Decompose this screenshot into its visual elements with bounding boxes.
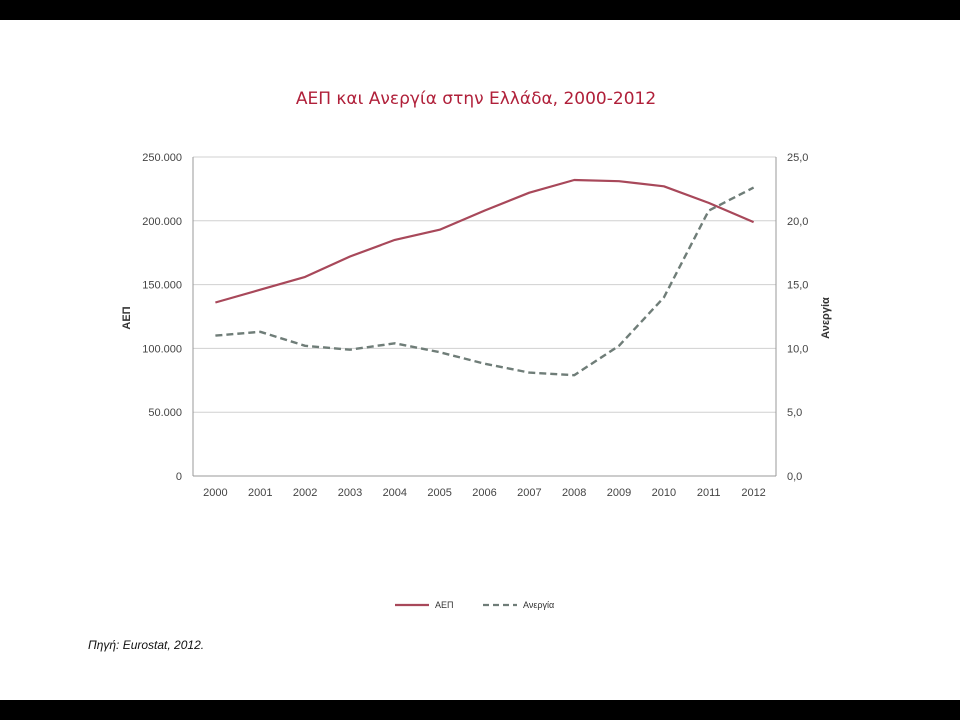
- x-tick-label: 2004: [383, 487, 407, 499]
- y2-tick-label: 5,0: [787, 407, 802, 419]
- axes: 0 0,0 50.000 5,0 100.000 10,0 150.000 15,0 200.0…: [142, 152, 808, 499]
- x-tick-label: 2012: [741, 487, 765, 499]
- y2-tick-label: 0,0: [787, 471, 802, 483]
- x-tick-label: 2003: [338, 487, 362, 499]
- y2-tick-label: 10,0: [787, 343, 808, 355]
- y-tick-label: 200.000: [142, 216, 182, 228]
- legend-item-unemployment-label: Ανεργία: [523, 600, 554, 610]
- x-tick-label: 2007: [517, 487, 541, 499]
- x-tick-label: 2001: [248, 487, 272, 499]
- y-tick-label: 150.000: [142, 280, 182, 292]
- y-axis-title: ΑΕΠ: [121, 306, 133, 329]
- x-tick-label: 2009: [607, 487, 631, 499]
- gridlines: [193, 156, 776, 477]
- source-note: Πηγή: Eurostat, 2012.: [88, 638, 205, 652]
- x-tick-label: 2005: [427, 487, 451, 499]
- x-tick-label: 2000: [203, 487, 227, 499]
- chart-title: ΑΕΠ και Ανεργία στην Ελλάδα, 2000-2012: [296, 89, 656, 109]
- x-tick-label: 2002: [293, 487, 317, 499]
- y-tick-label: 100.000: [142, 343, 182, 355]
- legend-item-gdp-label: ΑΕΠ: [435, 600, 454, 610]
- x-tick-label: 2006: [472, 487, 496, 499]
- x-tick-label: 2008: [562, 487, 586, 499]
- unemployment-line: [215, 186, 755, 377]
- y2-tick-label: 15,0: [787, 280, 808, 292]
- series: [215, 178, 755, 377]
- y2-tick-label: 20,0: [787, 216, 808, 228]
- legend: ΑΕΠ Ανεργία: [395, 600, 554, 610]
- x-tick-label: 2010: [652, 487, 676, 499]
- bottom-black-bar: [0, 700, 960, 720]
- top-black-bar: [0, 0, 960, 20]
- x-tick-label: 2011: [697, 487, 721, 499]
- y-tick-label: 50.000: [148, 407, 182, 419]
- y-tick-label: 0: [176, 471, 182, 483]
- y-tick-label: 250.000: [142, 152, 182, 164]
- y2-axis-title: Ανεργία: [820, 297, 832, 339]
- y2-tick-label: 25,0: [787, 152, 808, 164]
